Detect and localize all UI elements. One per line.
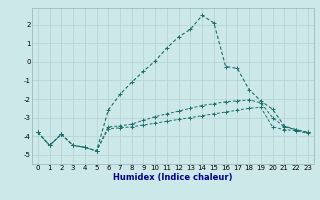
X-axis label: Humidex (Indice chaleur): Humidex (Indice chaleur) — [113, 173, 233, 182]
